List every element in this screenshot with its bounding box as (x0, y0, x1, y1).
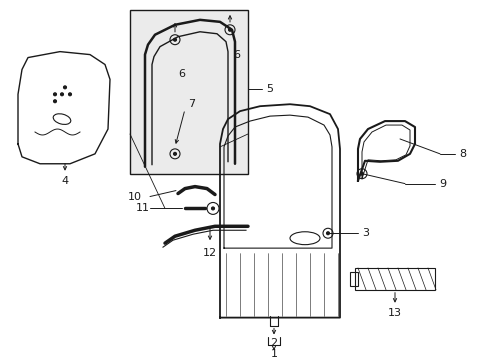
Text: 3: 3 (362, 228, 369, 238)
Circle shape (61, 93, 63, 96)
Text: 8: 8 (459, 149, 466, 159)
Bar (354, 268, 434, 290)
Bar (130, 10, 247, 174)
Bar (349, 272, 357, 286)
Text: 6: 6 (178, 69, 185, 80)
Circle shape (53, 100, 57, 103)
Circle shape (173, 38, 176, 41)
Text: 6: 6 (233, 50, 240, 60)
Text: 5: 5 (266, 84, 273, 94)
Text: 1: 1 (270, 349, 277, 359)
Text: 12: 12 (203, 248, 217, 258)
Circle shape (211, 207, 214, 210)
Circle shape (228, 28, 231, 31)
Circle shape (63, 86, 66, 89)
Circle shape (360, 172, 363, 175)
Circle shape (173, 152, 176, 155)
Text: 11: 11 (136, 203, 150, 213)
Text: 7: 7 (188, 99, 195, 109)
Circle shape (326, 232, 329, 235)
Text: 9: 9 (439, 179, 446, 189)
Circle shape (53, 93, 57, 96)
Text: 4: 4 (61, 176, 68, 186)
Text: 10: 10 (128, 192, 142, 202)
Circle shape (68, 93, 71, 96)
Text: 13: 13 (387, 308, 401, 318)
Text: 2: 2 (270, 338, 277, 348)
